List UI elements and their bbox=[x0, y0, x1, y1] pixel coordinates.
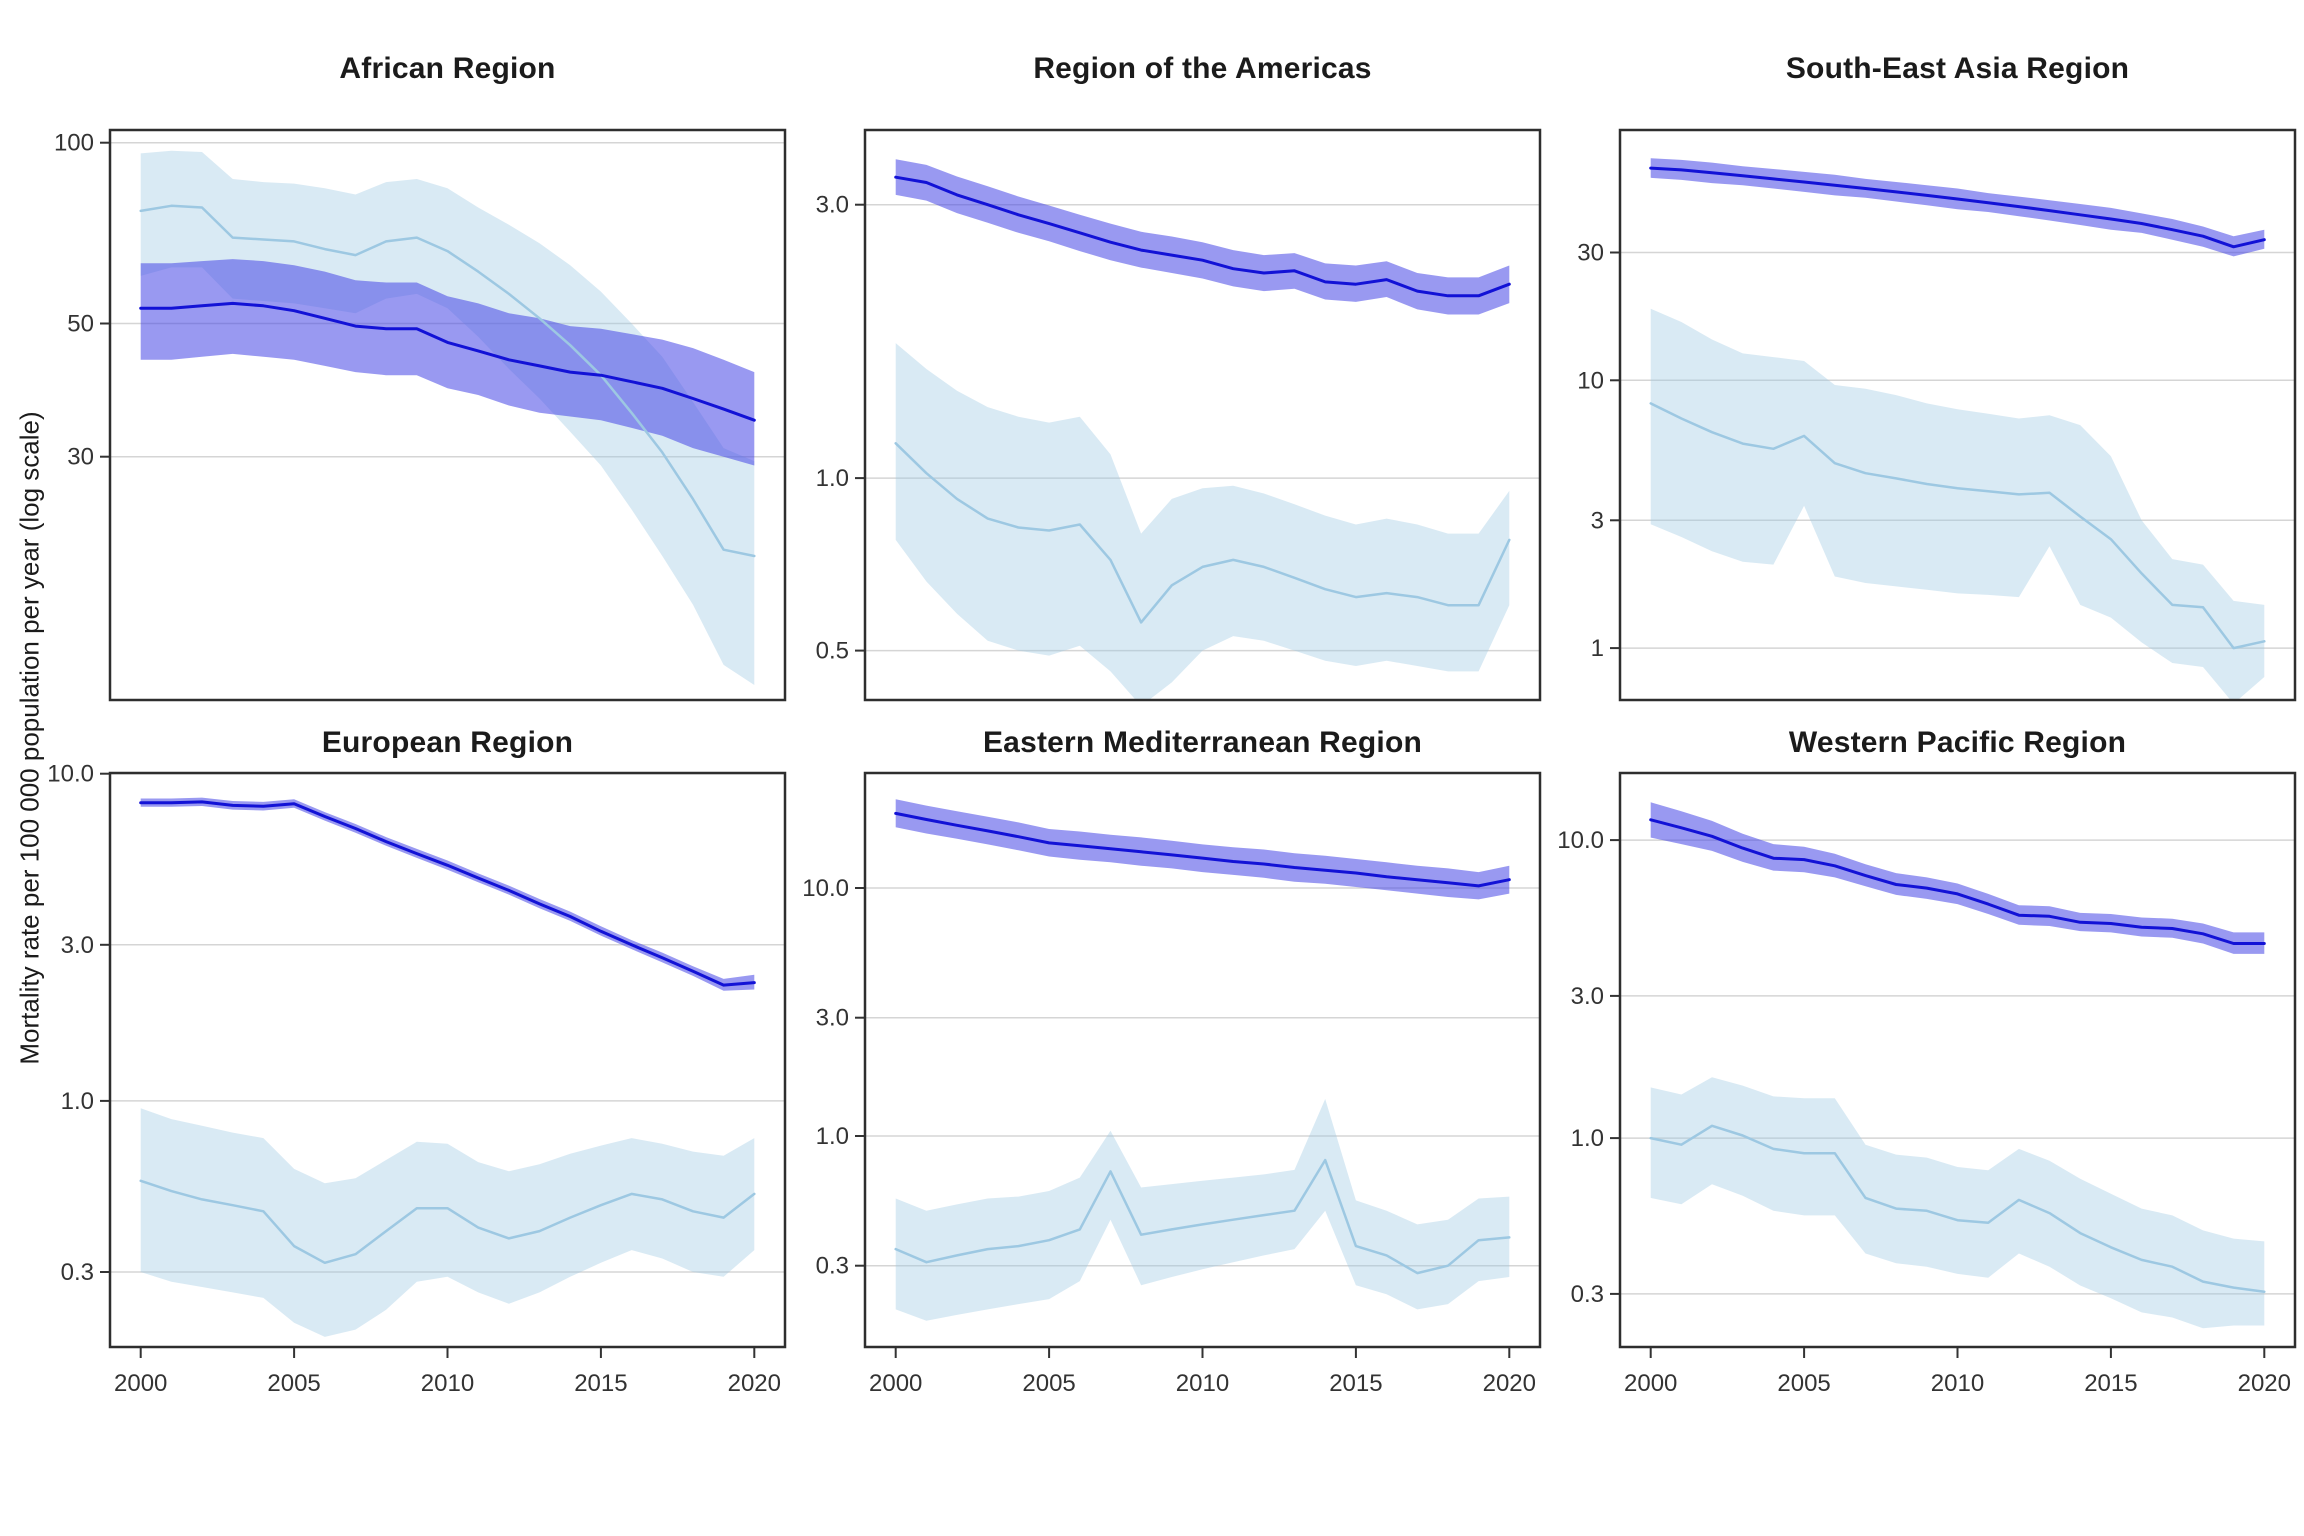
y-tick-label: 0.3 bbox=[1571, 1281, 1604, 1308]
panel-title-south-east-asia-region: South-East Asia Region bbox=[1785, 52, 2130, 85]
y-tick-label: 3.0 bbox=[816, 1005, 849, 1032]
panel-border bbox=[863, 128, 1542, 702]
dark_blue_estimate-line bbox=[1649, 818, 2266, 945]
dark_blue_estimate-band bbox=[1650, 802, 2265, 954]
panel-african-region: 100 50 30 bbox=[54, 128, 787, 702]
x-tick-label: 2000 bbox=[869, 1370, 922, 1397]
dark_blue_estimate-band bbox=[895, 159, 1510, 315]
light_blue_estimate-line bbox=[139, 204, 756, 558]
light_blue_estimate-line bbox=[894, 442, 1511, 624]
y-tick-label: 50 bbox=[67, 311, 94, 338]
dark_blue_estimate-band bbox=[895, 799, 1510, 900]
x-tick-label: 2015 bbox=[574, 1370, 627, 1397]
y-tick-label: 3.0 bbox=[1571, 983, 1604, 1010]
y-axis-label: Mortality rate per 100 000 population pe… bbox=[14, 411, 45, 1065]
x-tick-label: 2000 bbox=[1624, 1370, 1677, 1397]
panel-region-of-the-americas: 3.0 1.0 0.5 bbox=[816, 128, 1542, 702]
x-tick-label: 2000 bbox=[114, 1370, 167, 1397]
panel-south-east-asia-region: 30 10 3 1 bbox=[1577, 128, 2297, 702]
x-tick-label: 2020 bbox=[1483, 1370, 1536, 1397]
light_blue_estimate-line bbox=[139, 1179, 756, 1265]
panel-title-eastern-mediterranean-region: Eastern Mediterranean Region bbox=[982, 726, 1423, 759]
y-tick-label: 1.0 bbox=[816, 1123, 849, 1150]
panel-border bbox=[1618, 128, 2297, 702]
y-tick-label: 10 bbox=[1577, 367, 1604, 394]
y-tick-label: 100 bbox=[54, 130, 94, 157]
light_blue_estimate-line bbox=[1649, 402, 2266, 650]
y-tick-label: 0.3 bbox=[61, 1259, 94, 1286]
x-tick-label: 2005 bbox=[1777, 1370, 1830, 1397]
light_blue_estimate-band bbox=[895, 343, 1510, 700]
dark_blue_estimate-line bbox=[894, 811, 1511, 888]
x-tick-label: 2010 bbox=[1931, 1370, 1984, 1397]
y-tick-label: 3.0 bbox=[816, 192, 849, 219]
panel-border bbox=[863, 771, 1542, 1349]
y-tick-label: 0.5 bbox=[816, 638, 849, 665]
panel-western-pacific-region: 10.0 3.0 1.0 0.3 2000 2005 2010 2015 2020 bbox=[1557, 771, 2297, 1397]
light_blue_estimate-band bbox=[1650, 308, 2265, 700]
y-tick-label: 1.0 bbox=[61, 1088, 94, 1115]
panel-border bbox=[1618, 771, 2297, 1349]
light_blue_estimate-line bbox=[1649, 1124, 2266, 1293]
panel-title-western-pacific-region: Western Pacific Region bbox=[1788, 726, 2127, 759]
y-tick-label: 3.0 bbox=[61, 932, 94, 959]
panel-title-african-region: African Region bbox=[339, 52, 556, 85]
y-tick-label: 1.0 bbox=[1571, 1125, 1604, 1152]
y-tick-label: 10.0 bbox=[1557, 827, 1604, 854]
x-tick-label: 2015 bbox=[1329, 1370, 1382, 1397]
y-tick-label: 10.0 bbox=[802, 875, 849, 902]
y-tick-label: 3 bbox=[1591, 507, 1604, 534]
panel-european-region: 10.0 3.0 1.0 0.3 2000 2005 2010 2015 2020 bbox=[47, 761, 787, 1397]
y-tick-label: 1 bbox=[1591, 635, 1604, 662]
light_blue_estimate-band bbox=[895, 1099, 1510, 1321]
y-tick-label: 1.0 bbox=[816, 465, 849, 492]
dark_blue_estimate-line bbox=[139, 301, 756, 422]
dark_blue_estimate-line bbox=[894, 175, 1511, 298]
x-tick-label: 2005 bbox=[267, 1370, 320, 1397]
y-tick-label: 30 bbox=[1577, 240, 1604, 267]
x-tick-label: 2020 bbox=[2238, 1370, 2291, 1397]
light_blue_estimate-band bbox=[140, 1108, 755, 1337]
dark_blue_estimate-band bbox=[140, 797, 755, 991]
light_blue_estimate-line bbox=[894, 1158, 1511, 1275]
y-tick-label: 10.0 bbox=[47, 761, 94, 788]
dark_blue_estimate-line bbox=[1649, 166, 2266, 249]
panel-border bbox=[108, 128, 787, 702]
panel-title-european-region: European Region bbox=[321, 726, 574, 759]
x-tick-label: 2005 bbox=[1022, 1370, 1075, 1397]
panel-eastern-mediterranean-region: 10.0 3.0 1.0 0.3 2000 2005 2010 2015 2020 bbox=[802, 771, 1542, 1397]
x-tick-label: 2010 bbox=[1176, 1370, 1229, 1397]
dark_blue_estimate-band bbox=[1650, 158, 2265, 257]
x-tick-label: 2010 bbox=[421, 1370, 474, 1397]
panel-title-region-of-the-americas: Region of the Americas bbox=[1033, 52, 1372, 85]
y-tick-label: 30 bbox=[67, 444, 94, 471]
x-tick-label: 2020 bbox=[728, 1370, 781, 1397]
light_blue_estimate-band bbox=[1650, 1077, 2265, 1329]
dark_blue_estimate-line bbox=[139, 800, 756, 987]
y-tick-label: 0.3 bbox=[816, 1253, 849, 1280]
x-tick-label: 2015 bbox=[2084, 1370, 2137, 1397]
panel-border bbox=[108, 771, 787, 1349]
